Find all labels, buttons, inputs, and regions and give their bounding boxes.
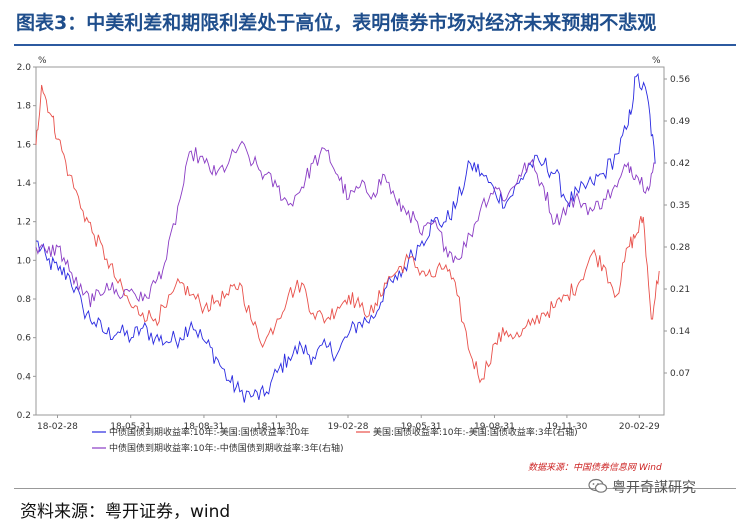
page-title: 图表3：中美利差和期限利差处于高位，表明债券市场对经济未来预期不悲观 xyxy=(16,12,657,34)
left-tick-label: 0.8 xyxy=(17,295,32,305)
legend: 中债国债到期收益率:10年:-美国:国债收益率:10年 美国:国债收益率:10年:… xyxy=(92,426,578,454)
series-line-2 xyxy=(35,84,660,384)
x-axis: 18-02-28 18-05-31 18-08-31 18-11-30 19-02-28… xyxy=(37,415,660,432)
left-tick-label: 2.0 xyxy=(17,63,32,73)
right-tick-label: 0.42 xyxy=(670,159,690,169)
x-tick-label: 19-11-30 xyxy=(546,422,587,432)
x-tick-label: 19-05-31 xyxy=(401,422,442,432)
left-tick-label: 1.6 xyxy=(17,140,32,150)
x-tick-label: 18-05-31 xyxy=(110,422,151,432)
left-tick-label: 0.4 xyxy=(17,372,32,382)
legend-label: 中债国债到期收益率:10年:-中债国债到期收益率:3年(右轴) xyxy=(109,442,344,454)
right-tick-label: 0.07 xyxy=(670,369,690,379)
plot-frame xyxy=(35,66,665,416)
right-tick-label: 0.21 xyxy=(670,285,690,295)
left-tick-label: 0.6 xyxy=(17,334,32,344)
watermark: 粤开奇謀研究 xyxy=(588,476,738,496)
chart-credit: 数据来源：中国债券信息网 Wind xyxy=(528,462,662,473)
right-tick-label: 0.49 xyxy=(670,117,690,127)
x-tick-label: 18-02-28 xyxy=(37,422,78,432)
right-tick-label: 0.56 xyxy=(670,75,690,85)
legend-label: 美国:国债收益率:10年:-美国:国债收益率:3年(右轴) xyxy=(373,426,578,438)
left-tick-label: 1.8 xyxy=(17,102,32,112)
footer-divider xyxy=(14,488,736,489)
right-tick-label: 0.35 xyxy=(670,201,690,211)
left-axis: 0.2 0.4 0.6 0.8 1.0 1.2 1.4 1.6 1.8 2.0 xyxy=(17,63,36,421)
left-tick-label: 0.2 xyxy=(17,411,31,421)
x-tick-label: 18-11-30 xyxy=(256,422,297,432)
legend-label: 中债国债到期收益率:10年:-美国:国债收益率:10年 xyxy=(109,426,309,438)
x-tick-label: 20-02-29 xyxy=(619,422,660,432)
x-tick-label: 19-02-28 xyxy=(328,422,369,432)
series-lines xyxy=(35,72,660,403)
left-tick-label: 1.4 xyxy=(17,179,32,189)
series-line-3 xyxy=(35,140,656,308)
left-tick-label: 1.0 xyxy=(17,256,32,266)
x-tick-label: 18-08-31 xyxy=(184,422,225,432)
left-axis-unit: % xyxy=(38,56,47,66)
series-line-1 xyxy=(35,72,656,403)
wechat-icon xyxy=(588,478,608,493)
right-axis: 0.07 0.14 0.21 0.28 0.35 0.42 0.49 0.56 xyxy=(664,75,690,379)
right-tick-label: 0.14 xyxy=(670,327,690,337)
left-tick-label: 1.2 xyxy=(17,218,31,228)
line-chart: 0.20.40.60.81.01.21.41.61.82.0 0.070.140… xyxy=(17,56,691,473)
right-tick-label: 0.28 xyxy=(670,243,690,253)
watermark-label: 粤开奇謀研究 xyxy=(612,480,696,496)
right-axis-unit: % xyxy=(652,56,661,66)
x-tick-label: 19-08-31 xyxy=(474,422,515,432)
source-note: 资料来源：粤开证券，wind xyxy=(20,502,231,522)
title-divider xyxy=(14,44,736,46)
